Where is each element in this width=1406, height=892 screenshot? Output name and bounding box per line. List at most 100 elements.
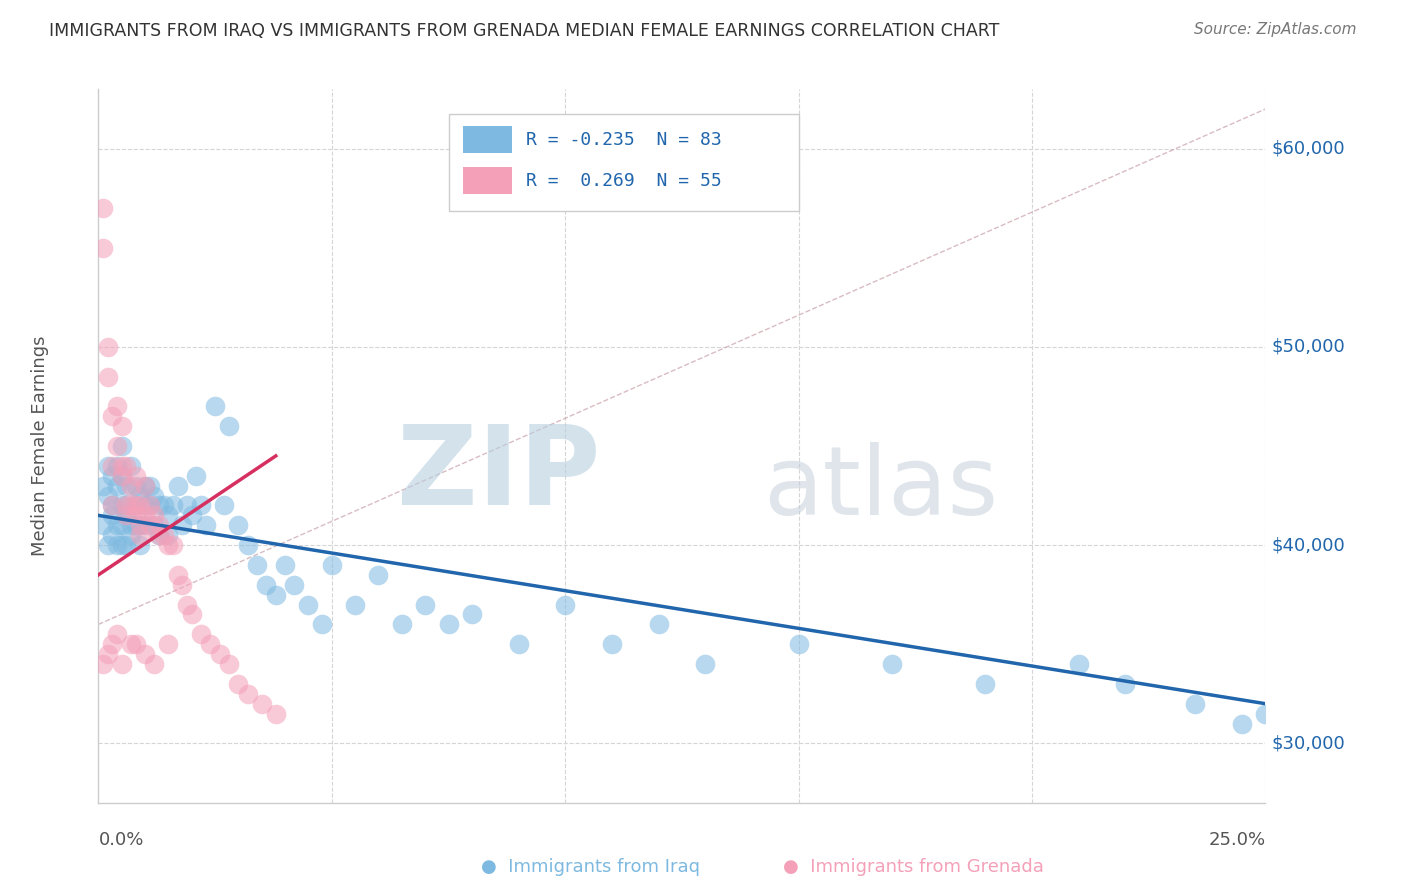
Point (228, 518, 250, 533)
Point (283, 578, 305, 592)
FancyBboxPatch shape (463, 127, 512, 153)
Point (134, 478, 156, 492)
Point (1067, 657, 1090, 671)
Point (120, 478, 142, 492)
Point (236, 538, 259, 552)
Point (97, 458, 120, 473)
Point (129, 489, 152, 503)
Point (236, 687, 259, 701)
Text: atlas: atlas (763, 442, 998, 535)
Point (190, 627, 212, 641)
Point (647, 617, 669, 632)
Point (91, 478, 114, 492)
Point (1230, 716, 1253, 731)
Text: 25.0%: 25.0% (1208, 831, 1265, 849)
Point (1184, 697, 1206, 711)
Text: ●  Immigrants from Iraq: ● Immigrants from Iraq (481, 858, 700, 876)
Point (129, 538, 152, 552)
Text: 0.0%: 0.0% (98, 831, 143, 849)
Point (134, 478, 156, 492)
Point (162, 499, 184, 513)
Point (554, 598, 576, 612)
Point (91, 657, 114, 671)
Point (134, 647, 156, 661)
Point (139, 518, 162, 533)
Point (125, 508, 148, 523)
Point (134, 518, 156, 533)
Point (101, 499, 124, 513)
Point (115, 458, 138, 473)
Point (111, 657, 134, 671)
Point (508, 637, 530, 651)
Point (148, 499, 170, 513)
Point (105, 518, 128, 533)
Point (101, 458, 124, 473)
Point (186, 468, 208, 483)
Text: Median Female Earnings: Median Female Earnings (31, 335, 49, 557)
Point (125, 518, 148, 533)
FancyBboxPatch shape (463, 167, 512, 194)
Point (152, 499, 174, 513)
Point (115, 499, 138, 513)
Point (274, 558, 297, 572)
Text: $50,000: $50,000 (1271, 338, 1346, 356)
Point (148, 528, 170, 542)
Text: Source: ZipAtlas.com: Source: ZipAtlas.com (1194, 22, 1357, 37)
Point (218, 419, 240, 434)
Point (200, 637, 222, 651)
Point (139, 499, 162, 513)
Point (101, 409, 124, 424)
Point (97, 489, 120, 503)
Point (297, 598, 319, 612)
Point (194, 518, 217, 533)
Point (91, 201, 114, 215)
Text: $60,000: $60,000 (1271, 140, 1346, 158)
Point (157, 528, 180, 542)
Point (264, 588, 287, 602)
Point (413, 598, 436, 612)
Point (367, 567, 389, 582)
Text: ●  Immigrants from Grenada: ● Immigrants from Grenada (783, 858, 1045, 876)
Point (250, 697, 273, 711)
Point (208, 647, 231, 661)
Point (321, 558, 343, 572)
Point (880, 657, 903, 671)
Point (105, 538, 128, 552)
Point (101, 499, 124, 513)
Point (120, 518, 142, 533)
Point (101, 508, 124, 523)
Point (157, 508, 180, 523)
Point (264, 706, 287, 721)
Point (134, 499, 156, 513)
Point (97, 647, 120, 661)
Point (120, 458, 142, 473)
Point (97, 369, 120, 384)
Point (214, 499, 236, 513)
Point (115, 508, 138, 523)
Point (152, 528, 174, 542)
Point (97, 340, 120, 354)
Point (1254, 706, 1277, 721)
Point (166, 478, 188, 492)
Text: $30,000: $30,000 (1271, 734, 1346, 752)
Point (111, 538, 134, 552)
Text: R =  0.269  N = 55: R = 0.269 N = 55 (526, 171, 721, 189)
Point (180, 607, 202, 622)
Point (101, 468, 124, 483)
Point (143, 489, 166, 503)
Point (974, 677, 997, 691)
Point (115, 508, 138, 523)
Point (180, 508, 202, 523)
Point (256, 578, 278, 592)
Point (91, 518, 114, 533)
Point (157, 637, 180, 651)
Point (166, 567, 188, 582)
Point (120, 499, 142, 513)
Point (344, 598, 367, 612)
Point (148, 518, 170, 533)
Text: R = -0.235  N = 83: R = -0.235 N = 83 (526, 131, 721, 149)
Point (125, 468, 148, 483)
Point (111, 468, 134, 483)
Point (101, 637, 124, 651)
Point (125, 499, 148, 513)
